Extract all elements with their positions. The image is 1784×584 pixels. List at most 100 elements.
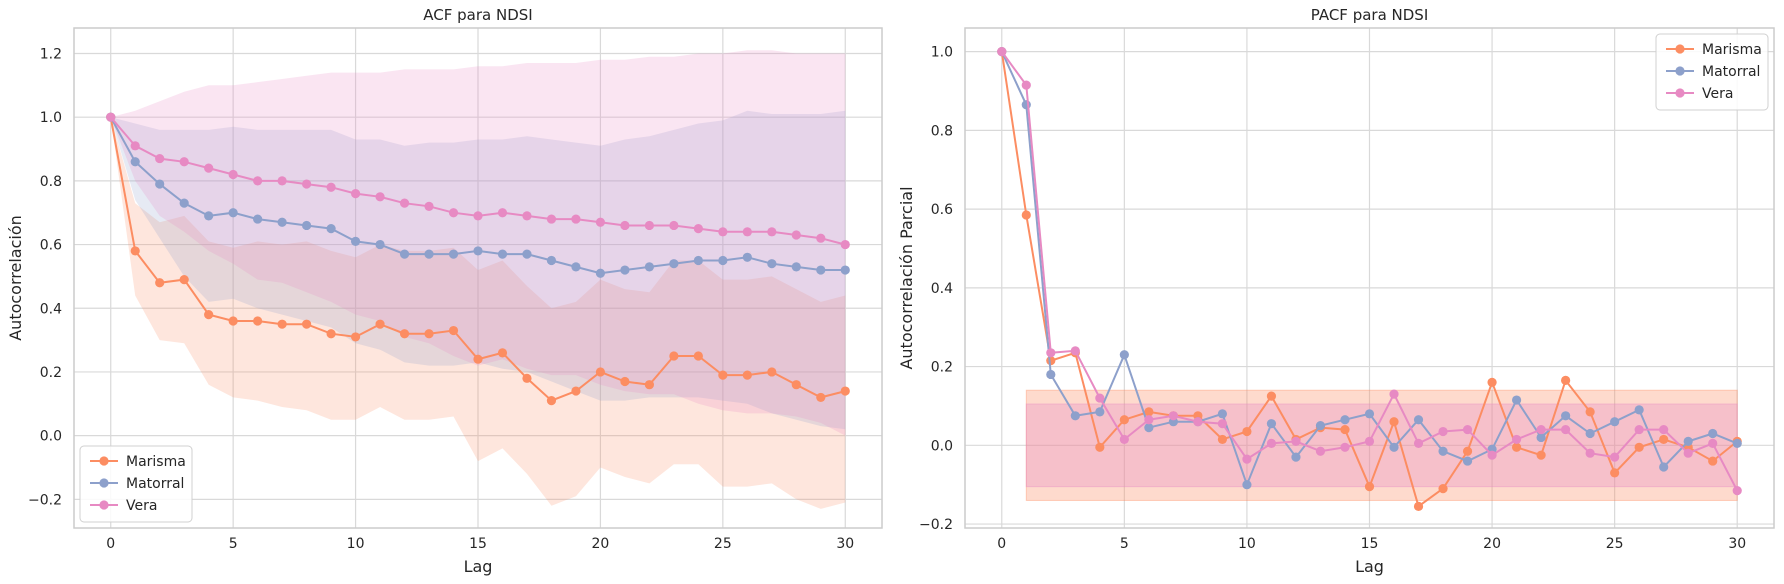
data-point-marisma [1217,434,1228,445]
data-point-marisma [767,367,777,377]
data-point-marisma [1119,415,1129,425]
data-point-marisma [620,376,630,387]
data-point-vera [840,239,850,250]
data-point-matorral [644,262,654,272]
data-point-matorral [1659,462,1669,472]
x-tick-label: 10 [347,536,365,552]
data-point-vera [228,169,238,180]
data-point-vera [253,176,263,186]
data-point-vera [1266,438,1277,448]
y-tick-label: 0.4 [931,281,953,297]
data-point-vera [106,112,116,122]
data-point-matorral [1340,415,1350,425]
legend-label-marisma: Marisma [1702,42,1762,58]
data-point-marisma [497,348,508,358]
data-point-marisma [253,316,263,326]
legend-marker-marisma [1675,44,1685,54]
data-point-vera [1021,80,1031,90]
data-point-matorral [1536,432,1546,443]
data-point-matorral [816,265,826,275]
y-tick-label: 0.8 [931,123,953,139]
x-tick-label: 10 [1238,536,1256,552]
data-point-matorral [375,239,385,250]
data-point-vera [644,220,654,231]
data-point-marisma [718,370,728,380]
x-tick-label: 0 [106,536,115,552]
y-tick-label: 0.6 [931,202,953,218]
x-tick-label: 15 [1361,536,1379,552]
data-point-vera [1193,417,1203,427]
data-point-vera [742,227,752,237]
data-point-marisma [1487,377,1497,387]
data-point-matorral [1021,100,1031,110]
data-point-vera [155,153,165,164]
confidence-band-marisma [110,117,846,509]
y-tick-label: 0.0 [931,438,953,454]
y-tick-label: −0.2 [28,492,62,508]
data-point-matorral [473,246,483,256]
data-point-marisma [1659,434,1669,445]
chart-panel-pacf: 0 5 10 15 20 25 30 −0.2 0.0 0.2 0.4 0.6 0.8 1.0 PACF p… [897,6,1775,576]
data-point-marisma [595,367,606,377]
legend-label-vera: Vera [1702,86,1733,102]
data-point-matorral [1046,369,1056,380]
x-tick-label: 25 [714,536,732,552]
data-point-matorral [1585,428,1595,439]
chart-title: ACF para NDSI [423,6,532,24]
data-point-marisma [350,332,361,342]
data-point-matorral [253,214,263,224]
x-tick-label: 20 [592,536,610,552]
data-point-marisma [669,351,679,361]
data-point-marisma [130,246,140,256]
data-point-matorral [571,262,581,272]
data-point-matorral [620,265,630,275]
data-point-matorral [350,236,361,246]
data-point-matorral [840,265,850,275]
data-point-matorral [1242,480,1252,490]
data-point-vera [595,217,606,227]
plot-frame [73,27,883,529]
data-point-vera [375,192,385,202]
data-point-matorral [1144,423,1154,433]
data-point-matorral [424,249,434,259]
data-point-vera [1070,346,1080,356]
data-point-matorral [1315,421,1326,431]
data-point-vera [326,182,336,192]
data-point-matorral [1610,417,1620,427]
confidence-band-matorral [110,110,846,430]
data-point-marisma [546,396,557,406]
data-point-marisma [1561,375,1571,385]
data-point-vera [179,157,189,167]
legend-label-matorral: Matorral [126,476,184,492]
data-point-matorral [1389,442,1399,452]
data-point-marisma [644,380,654,390]
y-axis-label: Autocorrelación [6,215,25,341]
data-point-marisma [1389,417,1399,427]
data-point-matorral [595,268,606,278]
y-tick-label: 0.4 [40,301,62,317]
data-point-matorral [228,208,238,218]
data-point-vera [546,214,557,224]
data-point-marisma [1144,407,1154,417]
y-tick-label: 1.2 [40,46,62,62]
data-point-vera [1732,485,1742,496]
data-point-marisma [1585,407,1595,417]
data-point-matorral [742,252,752,262]
data-point-matorral [669,259,679,269]
data-point-matorral [522,249,532,259]
data-point-matorral [1266,419,1277,429]
data-point-matorral [1119,350,1129,360]
data-point-vera [1561,424,1571,435]
data-point-marisma [1340,424,1350,435]
legend-marker-vera [99,500,109,510]
data-point-vera [1046,348,1056,358]
y-tick-label: 0.6 [40,238,62,254]
x-axis-label: Lag [1355,557,1384,576]
plot-frame [964,27,1775,529]
data-point-vera [1487,450,1497,460]
data-point-marisma [1511,442,1522,452]
data-point-vera [1217,419,1228,429]
data-point-vera [767,227,777,237]
data-point-vera [497,208,508,218]
